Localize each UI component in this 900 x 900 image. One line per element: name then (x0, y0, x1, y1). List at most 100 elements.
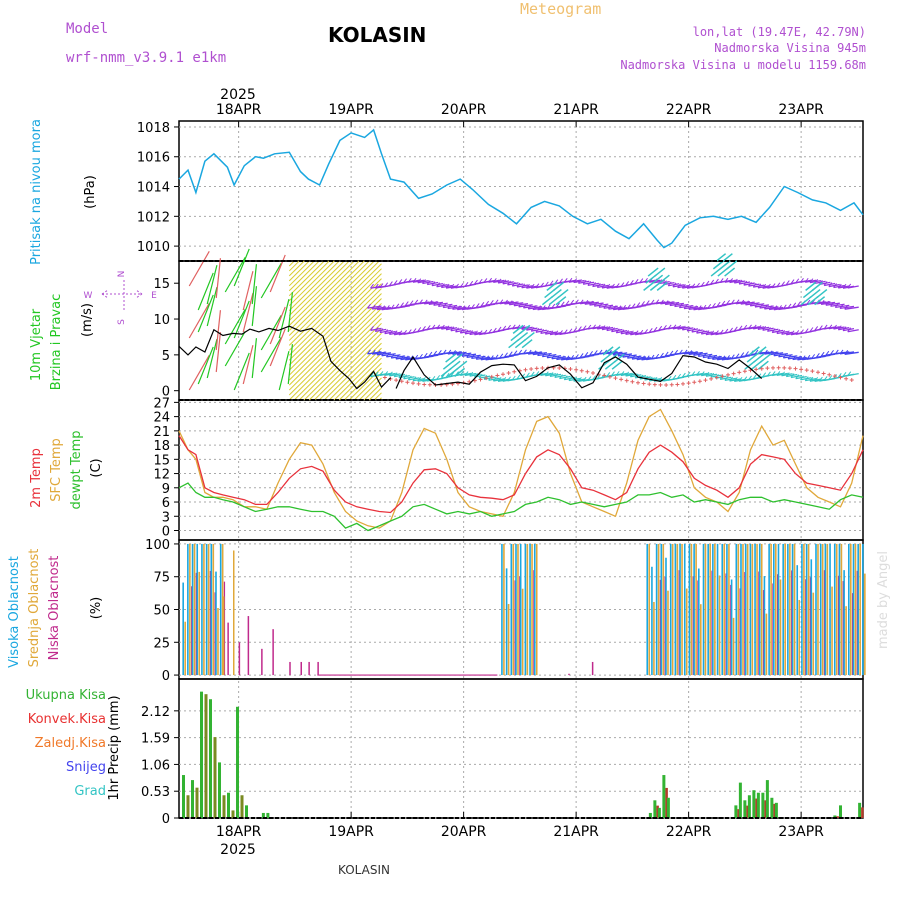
low-cloud-bar (261, 648, 263, 676)
wind-barb-head (560, 301, 565, 307)
wind-barb-head (516, 324, 521, 330)
wind-barb-head (710, 330, 715, 336)
wind-barb (762, 327, 774, 331)
wind-barb-head (738, 376, 743, 382)
wind-barb-head (488, 328, 493, 334)
wind-cyan-arrow (512, 324, 524, 334)
wind-barb-head (554, 373, 559, 378)
wind-barb-head (696, 371, 700, 376)
wind-barb-head (729, 327, 733, 333)
wind-barb (452, 306, 467, 310)
wind-barb-head (693, 305, 697, 310)
wind-barb (814, 280, 826, 284)
panel-frame-temperature (178, 399, 864, 541)
mid-cloud-bar (653, 601, 655, 676)
wind-barb-head (611, 283, 615, 289)
wind-barb-head (592, 282, 596, 287)
wind-barb (535, 329, 547, 333)
high-cloud-bar (191, 543, 194, 676)
wind-cyan-arrow (755, 346, 767, 356)
wind-barb-head (738, 325, 743, 331)
high-cloud-bar (862, 543, 864, 676)
wind-barb-head (464, 329, 469, 335)
convective-bar (836, 816, 839, 818)
wind-barb-head (776, 282, 781, 288)
wind-dir-marker (714, 375, 719, 380)
wind-barb (531, 328, 543, 332)
wind-barb (636, 357, 651, 361)
wind-barb-head (563, 278, 568, 283)
wind-barb-head (393, 372, 398, 377)
wind-barb-head (776, 329, 781, 334)
wind-barb-head (752, 282, 757, 288)
wind-barb-head (672, 374, 677, 380)
wind-barb (375, 328, 387, 333)
wind-speed-line-early (178, 325, 391, 390)
wind-axis-label-2: Brzina i Pravac (49, 294, 64, 391)
wind-barb-head (459, 328, 464, 334)
low-cloud-bar (308, 661, 310, 676)
wind-barb-head (371, 304, 376, 310)
mid-cloud-bar (807, 543, 810, 676)
precip-bar (227, 792, 230, 818)
wind-barb-head (820, 300, 825, 305)
wind-barb-head (556, 302, 560, 308)
wind-dir-marker (804, 368, 809, 373)
mid-cloud-bar (760, 543, 763, 676)
high-cloud-bar (651, 566, 653, 676)
wind-barb-head (615, 283, 620, 288)
wind-barb-head (423, 299, 428, 305)
bottom-date-tick: 23APR (778, 824, 824, 840)
high-cloud-bar (524, 543, 527, 676)
model-label: Model (66, 21, 108, 37)
wind-cyan-arrow (454, 367, 466, 377)
wind-barb-head (696, 282, 700, 288)
hatch-line (288, 278, 382, 371)
high-cloud-bar (716, 543, 719, 676)
wind-barb-head (489, 300, 494, 305)
wind-barb-head (403, 329, 407, 335)
high-cloud-bar (219, 543, 222, 676)
wind-arrow (206, 339, 218, 379)
wind-barb-head (748, 281, 752, 287)
wind-barb-head (579, 299, 584, 305)
wind-barb-head (809, 327, 814, 332)
wind-barb-head (667, 324, 672, 330)
precip-bar (653, 800, 657, 818)
wind-dir-marker (568, 366, 573, 371)
wind-barb (479, 375, 491, 379)
wind-barb-head (681, 283, 686, 289)
mid-cloud-bar (700, 604, 702, 676)
wind-barb-head (474, 279, 478, 285)
wind-barb-head (681, 372, 686, 378)
wind-barb-head (697, 352, 702, 357)
wind-barb-head (743, 280, 748, 286)
wind-barb-head (565, 355, 570, 361)
wind-barb-head (823, 324, 828, 330)
precip-bar (213, 737, 217, 818)
high-cloud-bar (833, 543, 836, 676)
convective-bar (737, 809, 740, 818)
wind-dir-marker (675, 382, 680, 387)
wind-barb-head (809, 278, 814, 283)
wind-barb (830, 303, 845, 307)
wind-barb-head (655, 353, 660, 359)
wind-barb-head (513, 350, 518, 356)
high-cloud-bar (787, 543, 789, 676)
wind-barb (773, 353, 788, 357)
wind-arrow (215, 258, 222, 299)
wind-cyan-arrow (658, 274, 670, 284)
low-cloud-bar (664, 576, 666, 676)
wind-barb-head (716, 355, 721, 361)
wind-barb-head (781, 281, 785, 287)
wind-cyan-arrow (649, 281, 661, 291)
high-cloud-bar (693, 543, 695, 676)
wind-barb-head (611, 327, 615, 332)
wind-barb-head (683, 349, 688, 355)
wind-barb-head (492, 327, 497, 333)
mid-cloud-bar (690, 543, 693, 676)
wind-dir-marker (636, 380, 640, 385)
y-tick-label-temperature: 9 (162, 482, 170, 497)
wind-barb-head (800, 375, 804, 381)
wind-arrow (224, 331, 246, 367)
